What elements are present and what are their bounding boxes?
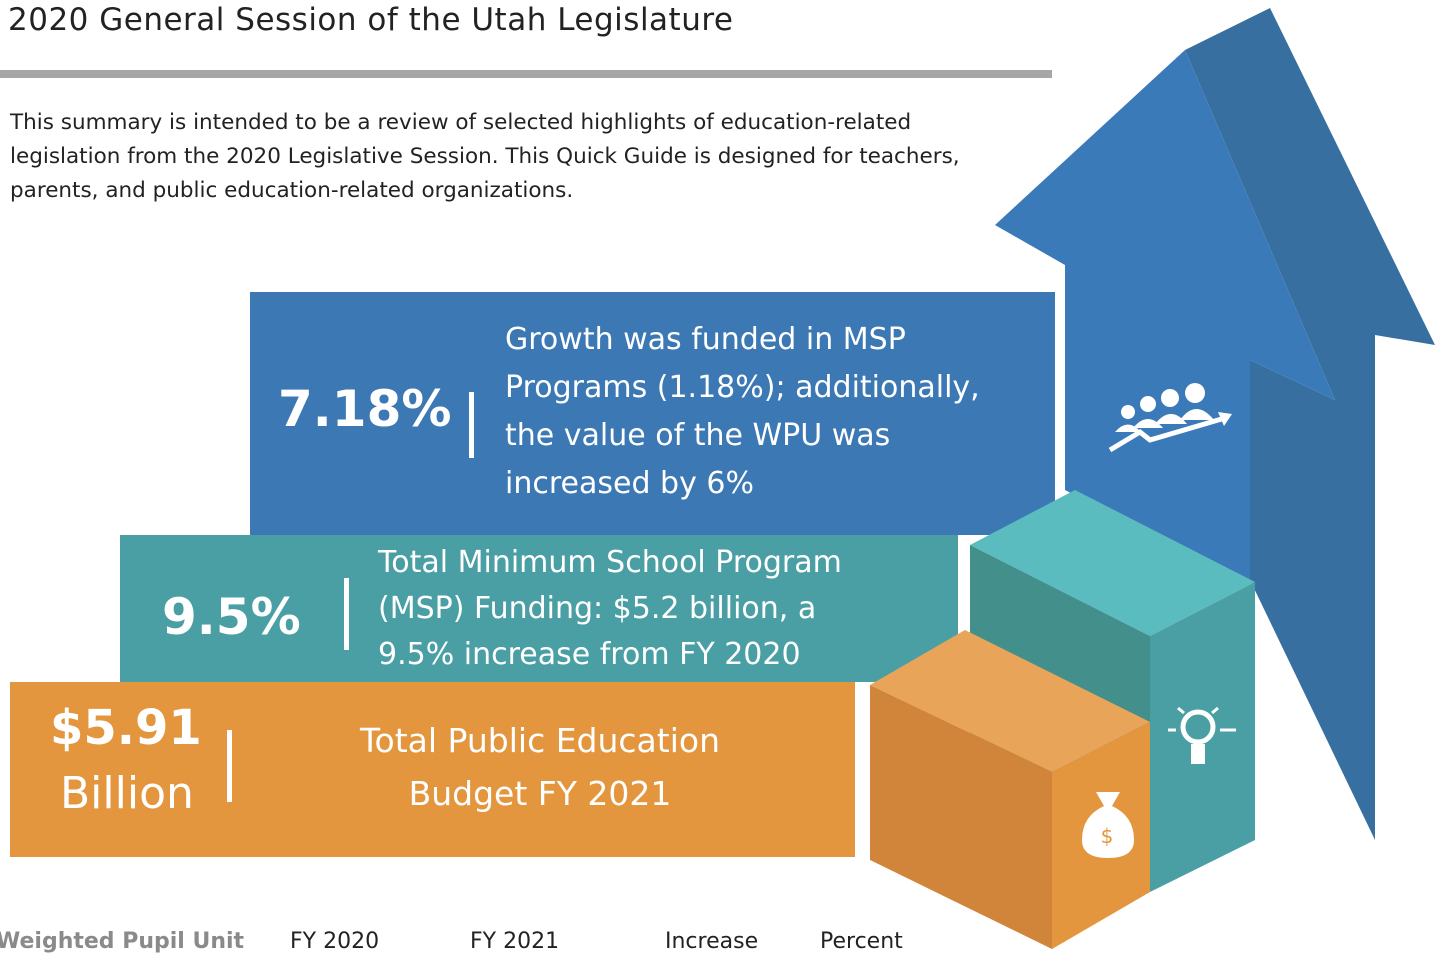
arrow-side (1185, 8, 1435, 840)
table-header: FY 2021 (470, 929, 560, 954)
orange-left (870, 685, 1052, 949)
money-bag-icon: $ (1082, 792, 1134, 858)
stat: 9.5% (162, 588, 301, 646)
description: Total Public Education Budget FY 2021 (359, 721, 720, 813)
stat: 7.18% (278, 380, 452, 438)
people-icon (1108, 383, 1232, 453)
description: Total Minimum School Program (MSP) Fundi… (378, 545, 842, 672)
divider (344, 578, 349, 650)
arrow-front (995, 50, 1335, 585)
table-header: Increase (665, 929, 759, 954)
orange-top (870, 630, 1150, 772)
divider (469, 392, 474, 458)
band-teal (120, 535, 958, 682)
teal-top (970, 490, 1255, 636)
bulb-icon (1168, 706, 1236, 764)
divider (227, 730, 232, 802)
description: Growth was funded in MSP Programs (1.18%… (505, 322, 980, 501)
table-header: Percent (820, 929, 903, 954)
table-header: Weighted Pupil Unit (0, 929, 245, 954)
teal-right (1150, 582, 1255, 892)
rule (0, 70, 1052, 78)
title: 2020 General Session of the Utah Legisla… (8, 2, 734, 38)
stat-unit: Billion (60, 768, 194, 819)
table-header: FY 2020 (290, 929, 380, 954)
band-orange (10, 682, 855, 857)
intro: This summary is intended to be a review … (10, 110, 960, 203)
band-blue (250, 292, 1055, 535)
stat: $5.91 (50, 700, 202, 756)
svg-text:$: $ (1101, 824, 1114, 848)
